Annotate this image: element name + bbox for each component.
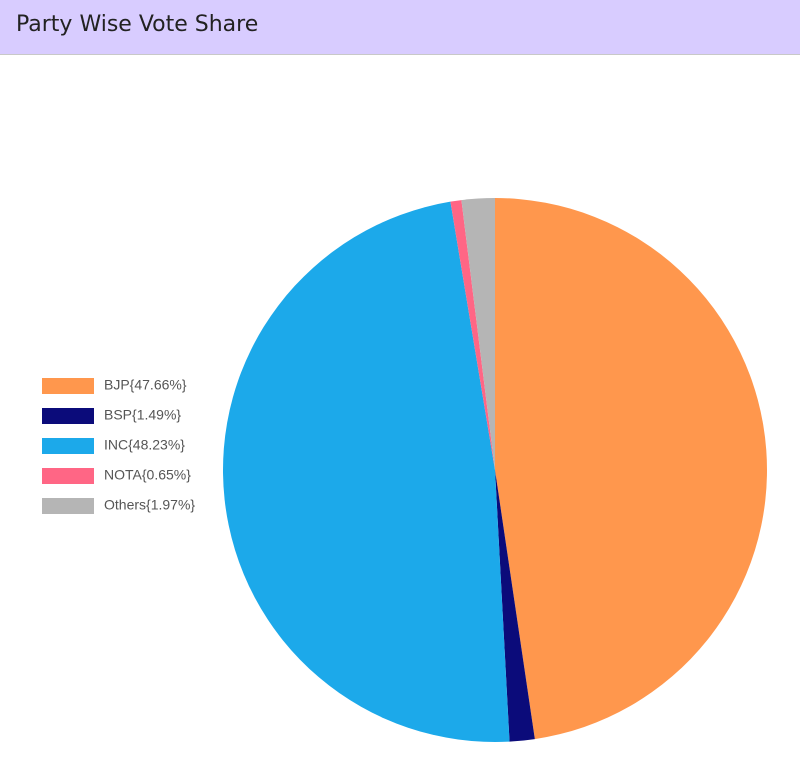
legend-swatch: [42, 498, 94, 514]
legend-label: BSP{1.49%}: [104, 407, 181, 423]
header: Party Wise Vote Share: [0, 0, 800, 55]
legend-swatch: [42, 378, 94, 394]
pie-slice: [495, 470, 535, 742]
legend-swatch: [42, 438, 94, 454]
legend-swatch: [42, 408, 94, 424]
pie-slice: [222, 201, 510, 742]
legend-swatch: [42, 468, 94, 484]
legend-label: Others{1.97%}: [104, 497, 195, 513]
chart-title: Party Wise Vote Share: [16, 12, 259, 37]
pie-slice: [450, 200, 495, 470]
legend-label: NOTA{0.65%}: [104, 467, 191, 483]
pie-slice: [461, 198, 495, 470]
legend-label: INC{48.23%}: [104, 437, 185, 453]
pie-slice: [495, 198, 768, 740]
legend-label: BJP{47.66%}: [104, 377, 187, 393]
